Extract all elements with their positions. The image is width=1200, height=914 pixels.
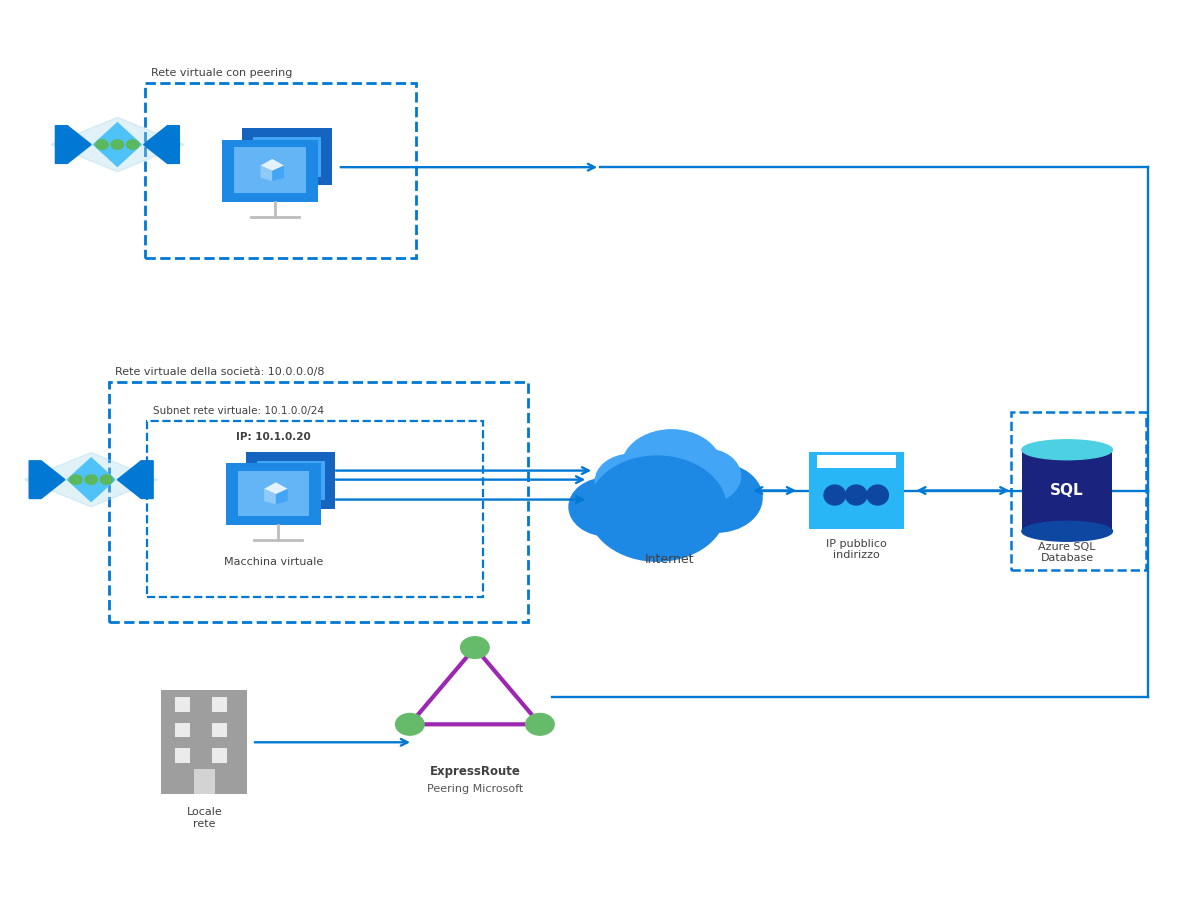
Circle shape [396, 714, 424, 735]
Polygon shape [264, 483, 288, 494]
Polygon shape [264, 489, 276, 505]
Polygon shape [118, 461, 154, 498]
Bar [145, 83, 416, 258]
Polygon shape [284, 476, 294, 489]
Polygon shape [67, 458, 115, 502]
Bar [809, 452, 904, 528]
Bar [600, 496, 738, 525]
Bar [238, 471, 310, 515]
Text: IP: 10.1.0.20: IP: 10.1.0.20 [236, 431, 311, 441]
Bar [211, 697, 227, 712]
Circle shape [70, 475, 82, 484]
Bar [109, 382, 528, 622]
Text: IP pubblico
indirizzo: IP pubblico indirizzo [826, 539, 887, 560]
Polygon shape [281, 153, 290, 165]
Ellipse shape [846, 485, 866, 505]
Bar [174, 697, 190, 712]
Bar [246, 452, 336, 508]
Bar [211, 749, 227, 762]
Circle shape [126, 140, 139, 149]
Ellipse shape [1022, 521, 1112, 541]
Bar [817, 455, 895, 468]
Text: Locale
rete: Locale rete [186, 807, 222, 828]
Circle shape [526, 714, 554, 735]
Text: Internet: Internet [644, 553, 694, 566]
Text: Azure SQL
Database: Azure SQL Database [1038, 542, 1096, 563]
Polygon shape [24, 452, 158, 506]
Circle shape [588, 456, 726, 561]
Circle shape [85, 475, 97, 484]
Bar [253, 137, 322, 177]
Circle shape [595, 454, 667, 508]
Text: Subnet rete virtuale: 10.1.0.0/24: Subnet rete virtuale: 10.1.0.0/24 [154, 406, 324, 416]
Bar [1022, 450, 1112, 531]
Circle shape [595, 448, 719, 542]
Polygon shape [50, 117, 184, 172]
Polygon shape [94, 122, 142, 166]
Text: Rete virtuale con peering: Rete virtuale con peering [151, 68, 292, 78]
Circle shape [96, 140, 108, 149]
Bar [234, 147, 306, 193]
Polygon shape [260, 159, 284, 171]
Polygon shape [271, 147, 290, 157]
Polygon shape [29, 461, 65, 498]
Polygon shape [271, 153, 281, 165]
Bar [226, 463, 322, 525]
Polygon shape [275, 476, 284, 489]
Circle shape [670, 449, 740, 504]
Circle shape [569, 478, 646, 536]
Bar [1012, 411, 1146, 570]
Bar [174, 723, 190, 738]
Circle shape [622, 430, 721, 506]
Circle shape [101, 475, 113, 484]
Circle shape [672, 463, 762, 532]
Bar [148, 420, 484, 598]
Ellipse shape [824, 485, 846, 505]
Bar [222, 140, 318, 202]
Bar [193, 769, 215, 794]
Polygon shape [276, 489, 288, 505]
Ellipse shape [866, 485, 888, 505]
Text: Peering Microsoft: Peering Microsoft [427, 784, 523, 794]
Text: ExpressRoute: ExpressRoute [430, 765, 521, 778]
Bar [162, 690, 247, 794]
Text: SQL: SQL [1050, 483, 1084, 498]
Text: Rete virtuale della società: 10.0.0.0/8: Rete virtuale della società: 10.0.0.0/8 [115, 367, 324, 377]
Bar [257, 461, 325, 501]
Text: Macchina virtuale: Macchina virtuale [224, 557, 323, 567]
Polygon shape [144, 126, 179, 164]
Polygon shape [275, 471, 294, 481]
Circle shape [461, 637, 490, 658]
Circle shape [112, 140, 124, 149]
Polygon shape [272, 165, 284, 181]
Polygon shape [55, 126, 91, 164]
Ellipse shape [1022, 440, 1112, 460]
Bar [242, 128, 332, 186]
Polygon shape [260, 165, 272, 181]
Bar [211, 723, 227, 738]
Bar [174, 749, 190, 762]
